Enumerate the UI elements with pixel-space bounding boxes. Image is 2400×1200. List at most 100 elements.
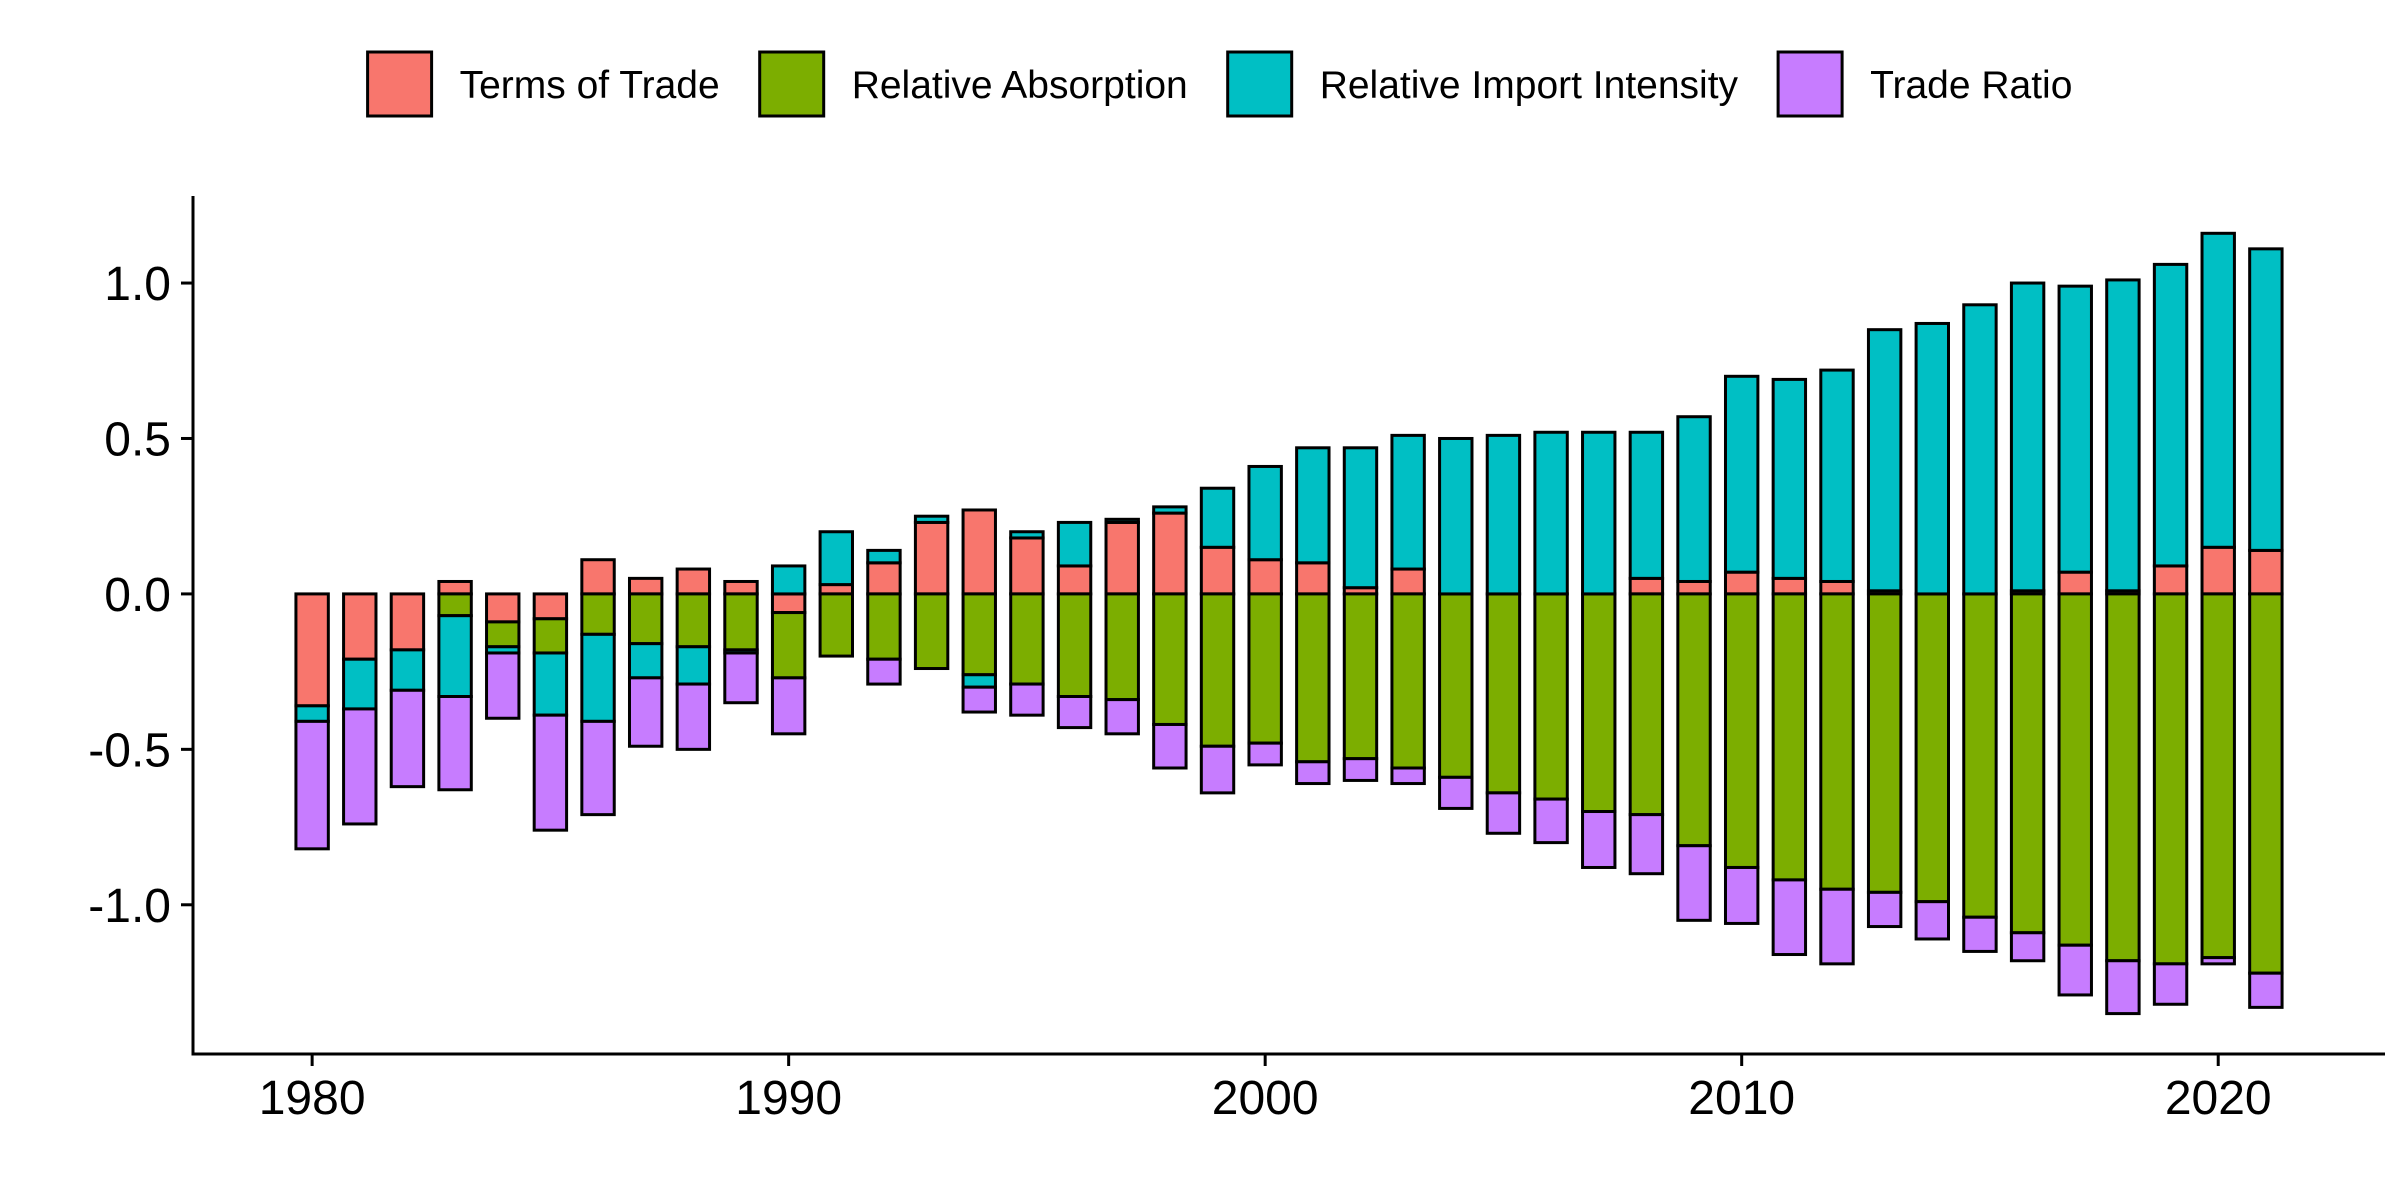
bar-relative-import-intensity-1990: [770, 564, 807, 596]
bar-terms-of-trade-1989: [723, 579, 759, 596]
bar-trade-ratio-1990: [770, 676, 807, 736]
bar-trade-ratio-2011: [1771, 878, 1808, 957]
bar-relative-import-intensity-2000: [1247, 464, 1283, 562]
bar-terms-of-trade-1993: [913, 520, 950, 596]
bar-terms-of-trade-2011: [1771, 576, 1808, 596]
bar-terms-of-trade-1980: [294, 592, 330, 708]
bar-relative-absorption-1993: [913, 592, 950, 671]
bar-relative-absorption-1998: [1152, 592, 1188, 726]
bar-trade-ratio-1985: [532, 713, 569, 832]
bar-trade-ratio-1999: [1199, 744, 1236, 795]
bar-relative-import-intensity-1980: [294, 704, 330, 723]
x-tick-label: 2010: [1688, 1072, 1795, 1125]
bar-terms-of-trade-1984: [485, 592, 521, 624]
bar-relative-absorption-1987: [627, 592, 664, 646]
bar-trade-ratio-1981: [342, 707, 378, 826]
bar-relative-absorption-2017: [2057, 592, 2093, 947]
bar-terms-of-trade-1985: [532, 592, 569, 621]
bar-relative-absorption-1995: [1009, 592, 1045, 686]
x-tick-label: 1980: [259, 1072, 366, 1125]
y-tick-label: -1.0: [88, 880, 171, 933]
bar-relative-absorption-2000: [1247, 592, 1283, 745]
bar-relative-import-intensity-2019: [2152, 262, 2189, 568]
bar-trade-ratio-2010: [1723, 865, 1760, 925]
bar-relative-import-intensity-2018: [2105, 278, 2141, 593]
bar-relative-absorption-2018: [2105, 592, 2141, 963]
legend-key-terms-of-trade: [366, 50, 434, 118]
legend-label: Relative Absorption: [852, 64, 1188, 107]
bar-relative-absorption-1988: [675, 592, 712, 649]
bar-relative-import-intensity-2009: [1676, 415, 1712, 583]
bar-terms-of-trade-2000: [1247, 558, 1283, 596]
bar-trade-ratio-2021: [2248, 971, 2284, 1009]
bar-trade-ratio-2013: [1866, 890, 1903, 929]
bar-terms-of-trade-1997: [1104, 520, 1140, 596]
bar-terms-of-trade-2019: [2152, 564, 2189, 596]
bar-trade-ratio-2005: [1485, 791, 1522, 835]
bar-relative-import-intensity-2007: [1581, 430, 1617, 596]
bar-terms-of-trade-2003: [1390, 567, 1426, 596]
bar-terms-of-trade-2020: [2200, 545, 2236, 596]
legend: Terms of Trade Relative Absorption Relativ…: [366, 50, 2072, 118]
bar-relative-import-intensity-1994: [961, 673, 997, 689]
bar-terms-of-trade-1992: [866, 561, 902, 596]
bar-relative-import-intensity-2002: [1342, 446, 1379, 590]
bar-relative-import-intensity-2021: [2248, 247, 2284, 552]
bar-relative-import-intensity-2020: [2200, 231, 2236, 549]
bar-terms-of-trade-1994: [961, 508, 997, 596]
legend-key-trade-ratio: [1776, 50, 1844, 118]
bar-relative-absorption-1999: [1199, 592, 1236, 748]
bar-terms-of-trade-1986: [580, 558, 616, 596]
bar-relative-import-intensity-1992: [866, 548, 902, 565]
bar-trade-ratio-2016: [2009, 931, 2046, 963]
bar-relative-import-intensity-1981: [342, 657, 378, 711]
bar-terms-of-trade-1998: [1152, 511, 1188, 596]
bar-trade-ratio-1986: [580, 719, 616, 817]
bars-group: [294, 231, 2284, 1016]
bar-relative-import-intensity-1986: [580, 632, 616, 723]
bar-trade-ratio-1982: [389, 688, 426, 789]
bar-relative-absorption-2020: [2200, 592, 2236, 960]
x-tick-label: 2000: [1212, 1072, 1319, 1125]
bar-trade-ratio-2020: [2200, 956, 2236, 966]
bar-terms-of-trade-1995: [1009, 536, 1045, 596]
y-tick-label: 0.0: [104, 569, 171, 622]
bar-terms-of-trade-2012: [1819, 579, 1855, 596]
bar-relative-import-intensity-2010: [1723, 374, 1760, 574]
bar-trade-ratio-2004: [1438, 775, 1474, 810]
bar-relative-import-intensity-2017: [2057, 284, 2093, 574]
bar-relative-absorption-2001: [1295, 592, 1331, 764]
bar-relative-import-intensity-1985: [532, 651, 569, 717]
bar-relative-import-intensity-1988: [675, 645, 712, 686]
bar-trade-ratio-2001: [1295, 760, 1331, 786]
bar-relative-import-intensity-1987: [627, 642, 664, 680]
bar-trade-ratio-2019: [2152, 962, 2189, 1006]
bar-relative-import-intensity-2004: [1438, 436, 1474, 596]
bar-relative-absorption-2002: [1342, 592, 1379, 761]
bar-trade-ratio-1997: [1104, 698, 1140, 736]
bar-relative-absorption-2006: [1533, 592, 1569, 801]
bar-relative-absorption-2015: [1962, 592, 1998, 919]
bar-relative-import-intensity-2012: [1819, 368, 1855, 583]
bar-relative-absorption-2007: [1581, 592, 1617, 814]
bar-trade-ratio-1984: [485, 651, 521, 720]
bar-terms-of-trade-2010: [1723, 570, 1760, 596]
legend-item-trade-ratio: Trade Ratio: [1776, 50, 2072, 118]
bar-trade-ratio-2012: [1819, 887, 1855, 966]
bar-relative-import-intensity-1996: [1056, 520, 1093, 568]
bar-terms-of-trade-2021: [2248, 548, 2284, 596]
bar-terms-of-trade-2009: [1676, 579, 1712, 596]
bar-trade-ratio-2017: [2057, 943, 2093, 997]
bar-relative-absorption-2008: [1628, 592, 1665, 817]
bar-relative-import-intensity-2008: [1628, 430, 1665, 580]
bar-trade-ratio-2002: [1342, 757, 1379, 782]
x-tick-label: 1990: [735, 1072, 842, 1125]
bar-relative-absorption-2019: [2152, 592, 2189, 966]
bar-relative-import-intensity-1995: [1009, 530, 1045, 540]
bar-relative-import-intensity-1983: [437, 614, 473, 698]
bar-terms-of-trade-1981: [342, 592, 378, 661]
bar-terms-of-trade-1987: [627, 576, 664, 596]
legend-label: Trade Ratio: [1870, 64, 2072, 107]
bar-relative-absorption-1986: [580, 592, 616, 636]
